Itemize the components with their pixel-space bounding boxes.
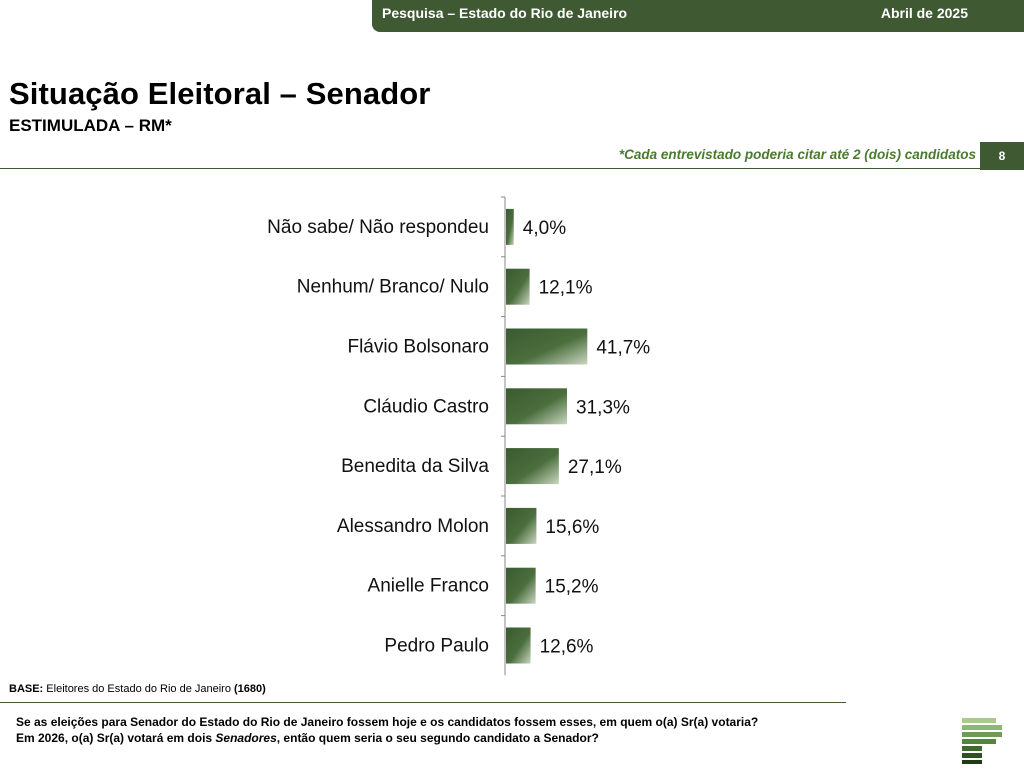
page-title: Situação Eleitoral – Senador — [9, 76, 431, 111]
question-line-2a: Em 2026, o(a) Sr(a) votará em dois — [16, 731, 216, 745]
footer-divider — [0, 702, 846, 703]
bar — [506, 627, 531, 664]
value-label: 12,1% — [539, 278, 593, 299]
page-subtitle: ESTIMULADA – RM* — [9, 116, 172, 135]
bar — [506, 448, 559, 485]
bar — [506, 567, 536, 604]
category-label: Flávio Bolsonaro — [347, 337, 489, 358]
survey-title: Pesquisa – Estado do Rio de Janeiro — [382, 5, 628, 21]
question-line-2b: , então quem seria o seu segundo candida… — [276, 731, 599, 745]
bar — [506, 208, 514, 245]
value-label: 31,3% — [576, 397, 630, 418]
bar — [506, 328, 588, 365]
base-text: Eleitores do Estado do Rio de Janeiro — [43, 683, 235, 695]
category-label: Não sabe/ Não respondeu — [267, 217, 489, 238]
survey-date: Abril de 2025 — [880, 5, 968, 21]
base-label: BASE: — [9, 683, 44, 695]
base-count: (1680) — [234, 683, 266, 695]
category-label: Cláudio Castro — [363, 396, 489, 417]
sample-base: BASE: Eleitores do Estado do Rio de Jane… — [9, 683, 266, 695]
question-line-2-emphasis: Senadores — [215, 731, 277, 745]
header-bar: Pesquisa – Estado do Rio de Janeiro Abri… — [372, 0, 1024, 32]
value-label: 27,1% — [568, 457, 622, 478]
page-number: 8 — [980, 142, 1024, 170]
value-label: 12,6% — [540, 637, 594, 658]
value-label: 4,0% — [523, 218, 566, 239]
footnote-multiple-choice: *Cada entrevistado poderia citar até 2 (… — [618, 147, 976, 162]
survey-question: Se as eleições para Senador do Estado do… — [16, 714, 758, 746]
category-label: Anielle Franco — [368, 576, 489, 597]
bar — [506, 507, 537, 544]
category-label: Nenhum/ Branco/ Nulo — [297, 277, 489, 298]
category-label: Benedita da Silva — [341, 456, 489, 477]
value-label: 15,2% — [545, 577, 599, 598]
category-label: Alessandro Molon — [337, 516, 489, 537]
value-label: 41,7% — [596, 338, 650, 359]
value-label: 15,6% — [545, 517, 599, 538]
stacked-bars-logo-icon — [962, 718, 1002, 764]
bar-chart: Não sabe/ Não respondeu 4,0% Nenhum/ Branc… — [267, 196, 650, 676]
category-label: Pedro Paulo — [384, 636, 489, 657]
bar — [506, 388, 568, 425]
question-line-1: Se as eleições para Senador do Estado do… — [16, 715, 759, 729]
header-divider — [0, 168, 980, 169]
question-line-2: Em 2026, o(a) Sr(a) votará em dois Senad… — [16, 730, 758, 746]
bar — [506, 268, 530, 305]
